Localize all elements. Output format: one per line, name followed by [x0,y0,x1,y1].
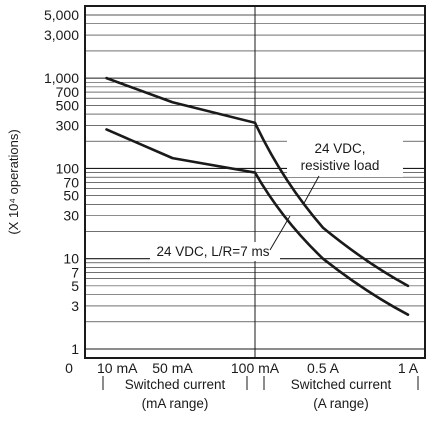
y-tick-label: 3 [71,298,79,314]
annotation-inductive-label: 24 VDC, L/R=7 ms [157,244,270,259]
x-tick-label: 1 A [398,360,419,376]
x-tick-label: 0.5 A [307,360,340,376]
annotation-inductive-bg [150,242,280,261]
y-tick-label: 7 [71,265,79,281]
y-tick-label: 1 [71,341,79,357]
y-axis-label: (X 10⁴ operations) [6,129,21,234]
x-group-label-a-line2: (A range) [313,396,369,411]
annotation-resistive-line1: 24 VDC, [314,141,365,156]
x-tick-label: 50 mA [152,360,193,376]
y-tick-label: 50 [63,188,79,204]
series-group [105,76,410,316]
series-line-resistive [105,76,410,288]
y-tick-label: 300 [56,117,80,133]
x-tick-label: 10 mA [97,360,138,376]
x-group-label-ma-line2: (mA range) [142,396,209,411]
y-tick-label: 30 [63,208,79,224]
annotation-resistive-bg [287,139,403,177]
annotation-inductive-pointer [269,215,291,251]
y-tick-label: 3,000 [44,27,79,43]
y-tick-label: 10 [63,251,79,267]
y-tick-label: 1,000 [44,70,79,86]
annotation-resistive: 24 VDC, resistive load [287,139,403,206]
x-tick-label: 100 mA [231,360,280,376]
y-tick-label: 70 [63,174,79,190]
y-tick-label: 500 [56,97,80,113]
series-line-inductive [105,128,410,316]
x-group-label-ma-line1: Switched current [125,377,226,392]
annotation-inductive: 24 VDC, L/R=7 ms [150,215,291,261]
y-tick-label: 100 [56,160,80,176]
x-group-label-a: Switched current (A range) [263,376,419,411]
y-tick-label: 5 [71,278,79,294]
x-group-label-ma: Switched current (mA range) [102,376,248,411]
annotation-resistive-pointer [302,175,320,206]
x-group-label-a-line1: Switched current [291,377,392,392]
y-tick-label: 5,000 [44,7,79,23]
annotation-resistive-line2: resistive load [301,158,380,173]
x-tick-label: 0 [65,360,73,376]
y-tick-label: 700 [56,84,80,100]
x-tick-labels: 0 10 mA 50 mA 100 mA 0.5 A 1 A [65,360,419,376]
